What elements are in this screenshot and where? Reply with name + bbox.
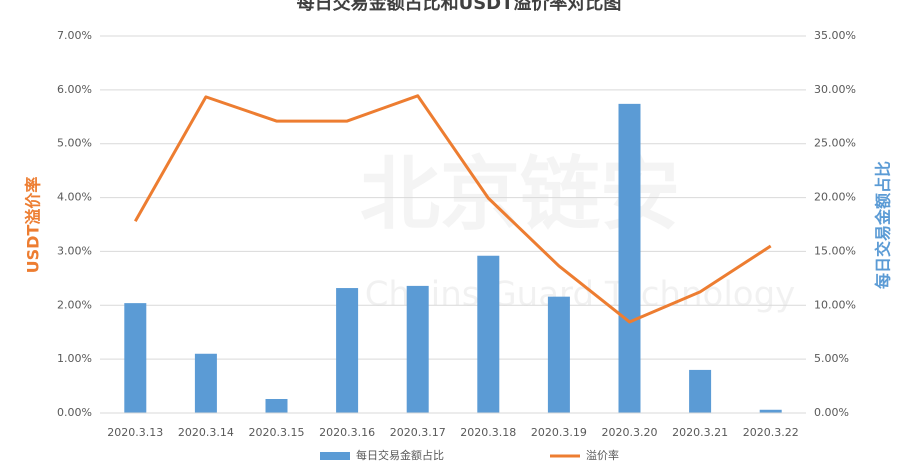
x-tick-label: 2020.3.17 bbox=[390, 426, 446, 439]
legend-label: 每日交易金额占比 bbox=[356, 448, 444, 462]
y2-tick-label: 10.00% bbox=[814, 298, 856, 311]
bar bbox=[547, 296, 570, 413]
watermark-subtitle: Chains Guard Technology bbox=[365, 275, 796, 315]
y2-tick-label: 15.00% bbox=[814, 244, 856, 257]
y-tick-label: 0.00% bbox=[57, 406, 92, 419]
bar bbox=[124, 303, 147, 413]
bar bbox=[406, 285, 429, 413]
y-tick-label: 5.00% bbox=[57, 137, 92, 150]
legend-label: 溢价率 bbox=[586, 448, 619, 462]
bar bbox=[618, 103, 641, 414]
bar bbox=[759, 409, 782, 413]
x-tick-label: 2020.3.14 bbox=[178, 426, 234, 439]
bar bbox=[689, 369, 712, 413]
x-tick-label: 2020.3.20 bbox=[602, 426, 658, 439]
legend-swatch bbox=[320, 452, 350, 460]
bar bbox=[265, 398, 288, 413]
y-tick-label: 3.00% bbox=[57, 244, 92, 257]
x-tick-label: 2020.3.22 bbox=[743, 426, 799, 439]
y-tick-label: 6.00% bbox=[57, 83, 92, 96]
y2-tick-label: 25.00% bbox=[814, 137, 856, 150]
x-tick-label: 2020.3.21 bbox=[672, 426, 728, 439]
chart-title: 每日交易金额占比和USDT溢价率对比图 bbox=[297, 0, 622, 14]
y2-tick-label: 35.00% bbox=[814, 29, 856, 42]
bar bbox=[194, 353, 217, 413]
y2-tick-label: 5.00% bbox=[814, 352, 849, 365]
bar bbox=[336, 288, 359, 413]
x-tick-label: 2020.3.16 bbox=[319, 426, 375, 439]
x-tick-label: 2020.3.13 bbox=[107, 426, 163, 439]
y2-tick-label: 0.00% bbox=[814, 406, 849, 419]
y2-tick-label: 20.00% bbox=[814, 191, 856, 204]
bar bbox=[477, 255, 500, 413]
y-tick-label: 4.00% bbox=[57, 191, 92, 204]
y-tick-label: 1.00% bbox=[57, 352, 92, 365]
x-tick-label: 2020.3.19 bbox=[531, 426, 587, 439]
y-tick-label: 7.00% bbox=[57, 29, 92, 42]
y2-tick-label: 30.00% bbox=[814, 83, 856, 96]
x-tick-label: 2020.3.18 bbox=[460, 426, 516, 439]
y2-axis-title: 每日交易金额占比 bbox=[874, 161, 893, 289]
line bbox=[133, 94, 772, 324]
y-tick-label: 2.00% bbox=[57, 298, 92, 311]
y-axis-title: USDT溢价率 bbox=[24, 177, 43, 274]
x-tick-label: 2020.3.15 bbox=[249, 426, 305, 439]
